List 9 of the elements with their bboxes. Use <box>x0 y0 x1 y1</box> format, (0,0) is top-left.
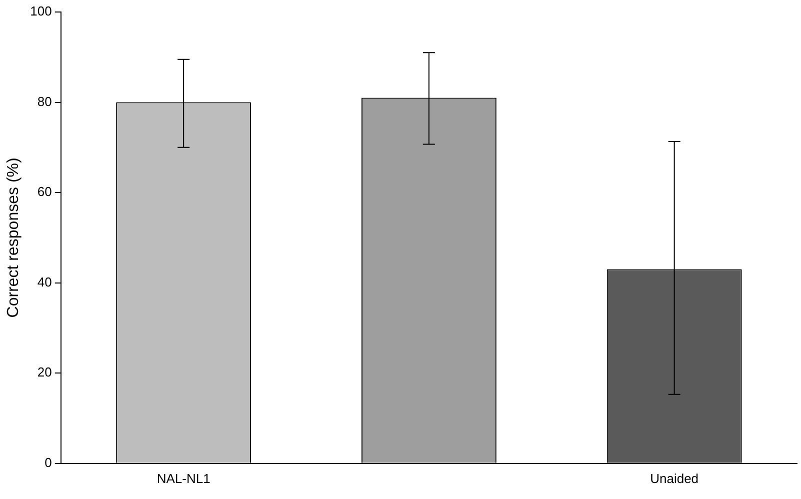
y-tick-label: 20 <box>37 364 52 380</box>
x-tick-label: Unaided <box>650 470 699 486</box>
y-tick-label: 100 <box>30 4 52 19</box>
y-tick-label: 40 <box>37 274 52 290</box>
y-tick-label: 0 <box>44 454 52 470</box>
y-tick-label: 60 <box>37 184 52 200</box>
y-axis-title: Correct responses (%) <box>5 158 22 318</box>
x-tick-label: NAL-NL1 <box>156 470 210 486</box>
y-tick-label: 80 <box>37 94 52 109</box>
